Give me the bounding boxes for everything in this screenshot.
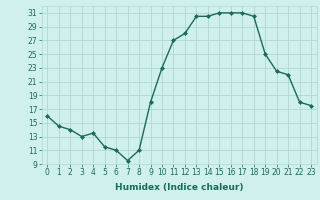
X-axis label: Humidex (Indice chaleur): Humidex (Indice chaleur): [115, 183, 244, 192]
